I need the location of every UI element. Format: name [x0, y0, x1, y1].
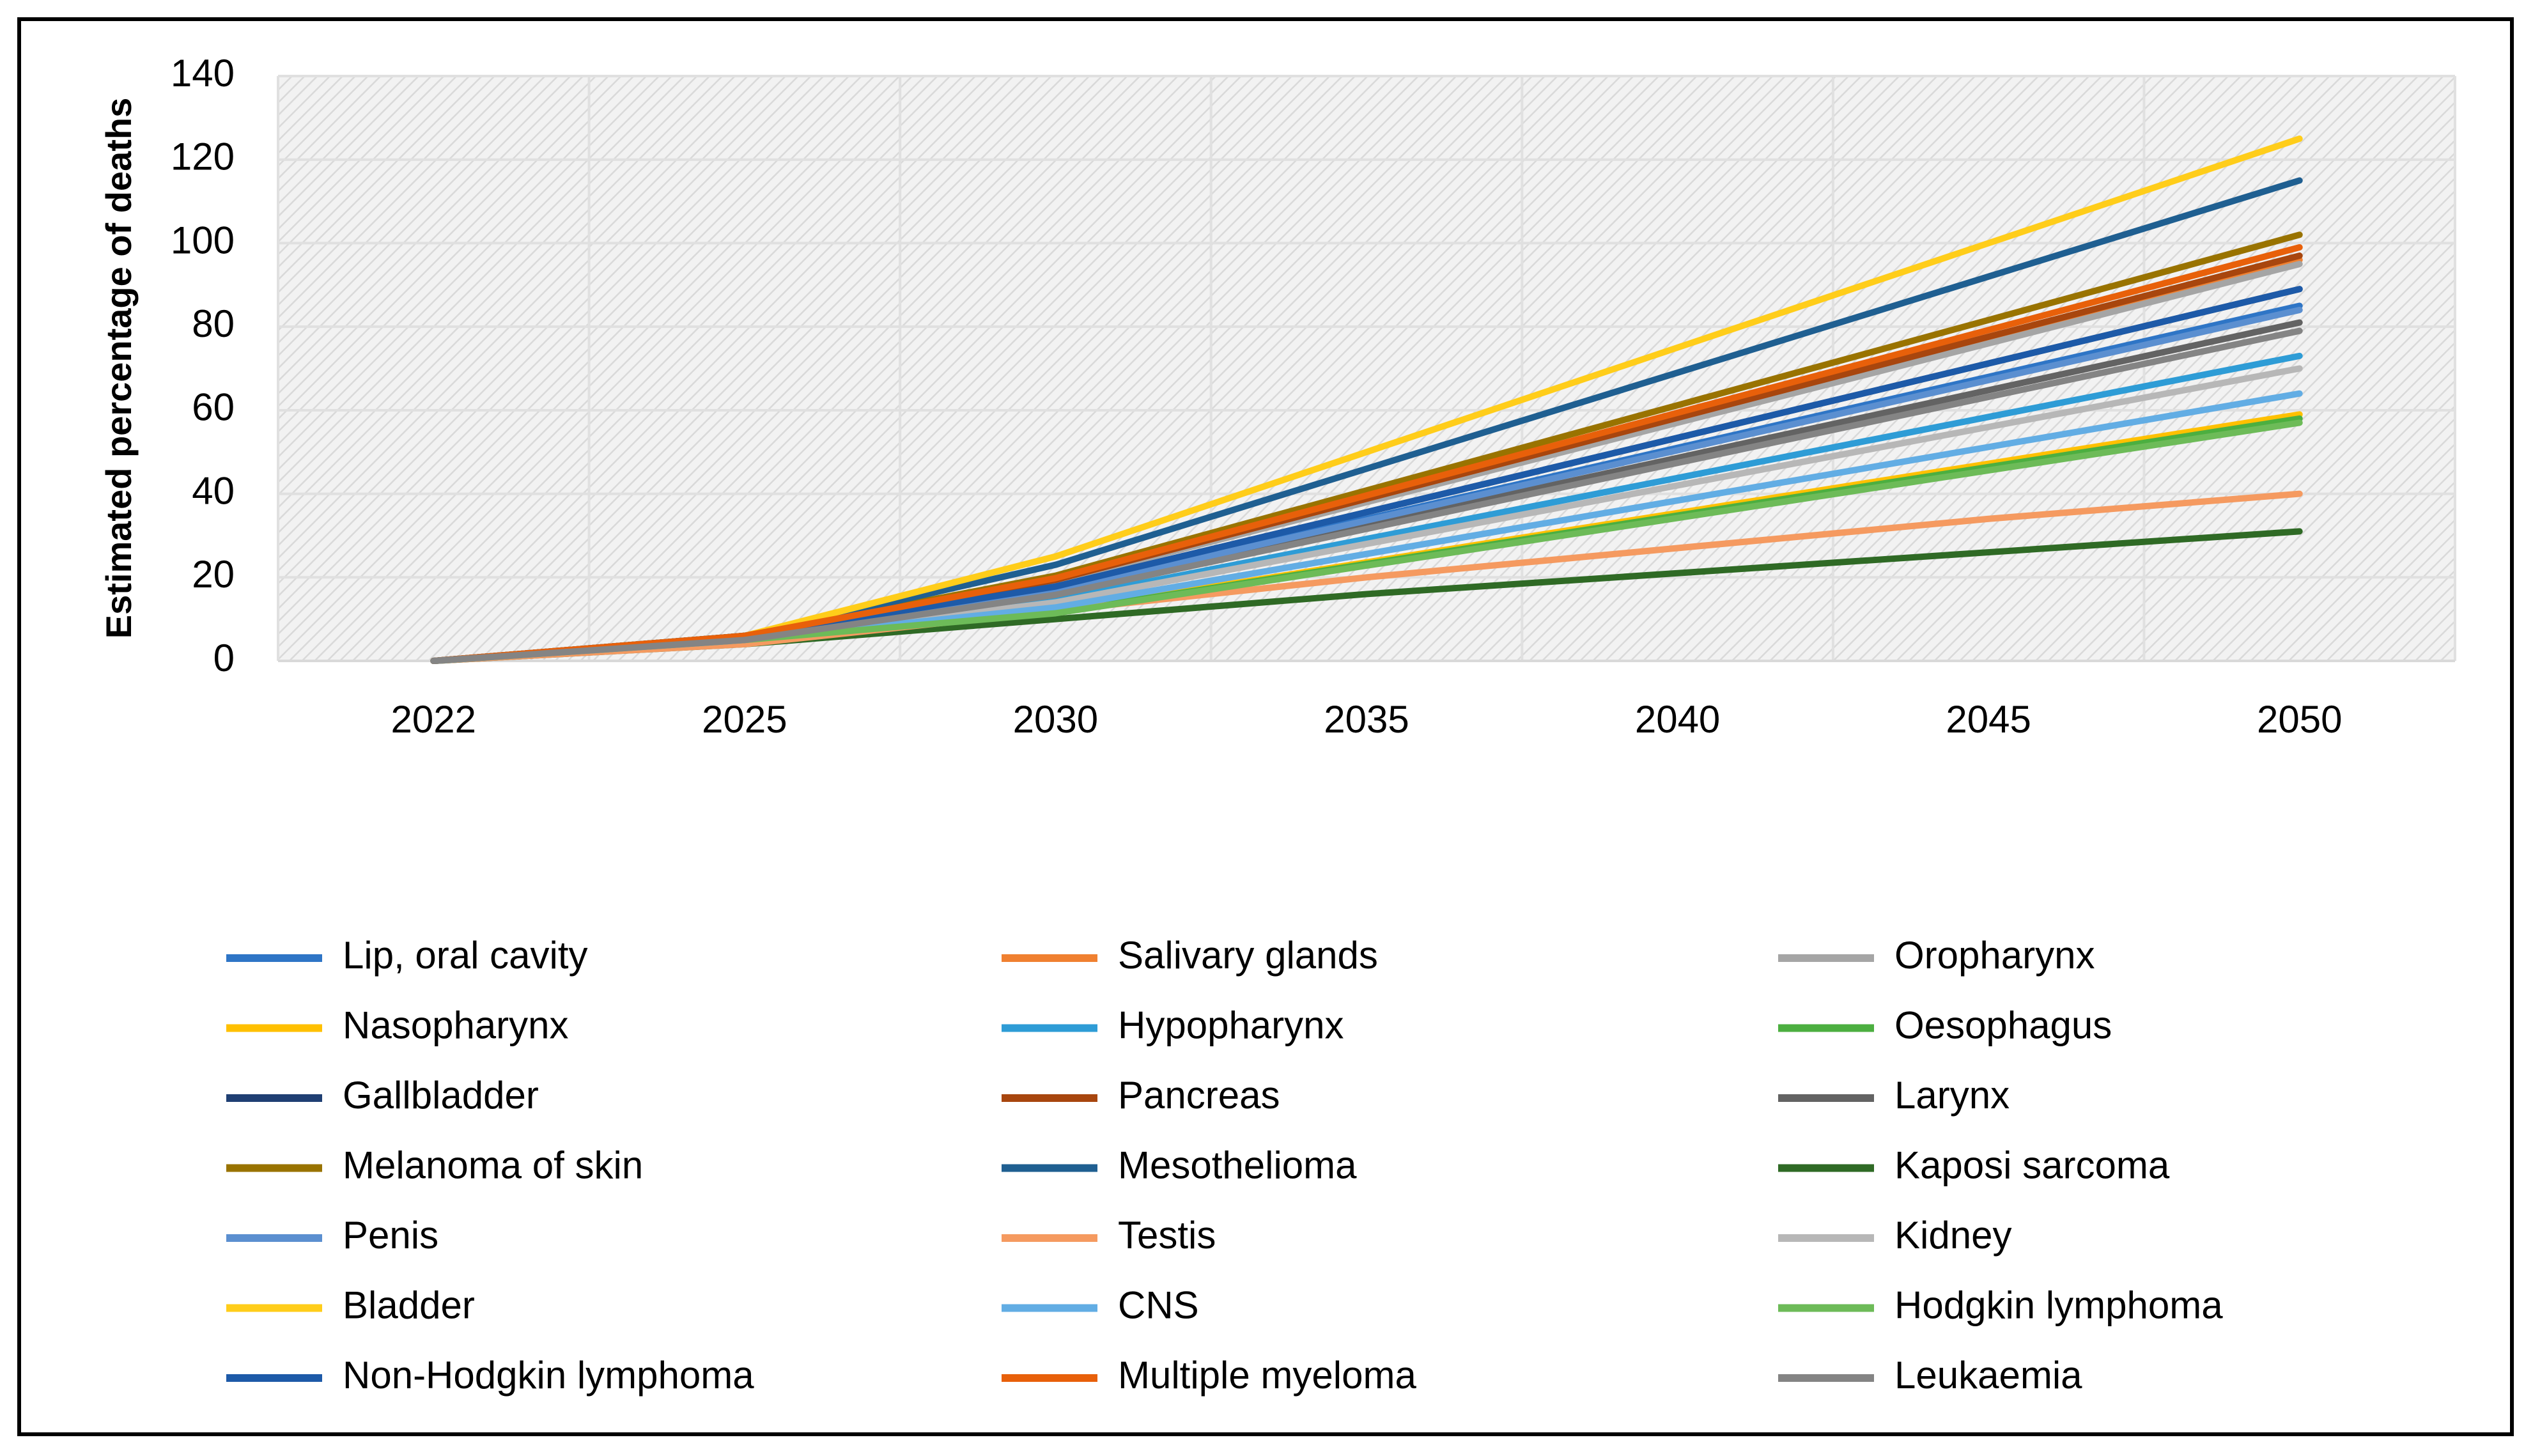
y-tick-label: 60: [192, 386, 235, 429]
x-tick-label: 2025: [702, 698, 787, 741]
legend-label: Bladder: [343, 1283, 475, 1326]
y-tick-label: 140: [171, 52, 235, 95]
x-tick-label: 2045: [1946, 698, 2031, 741]
x-tick-label: 2040: [1635, 698, 1720, 741]
y-tick-label: 20: [192, 553, 235, 596]
series-line: [430, 327, 2303, 664]
y-tick-label: 80: [192, 302, 235, 345]
x-tick-label: 2022: [391, 698, 476, 741]
y-axis-label: Estimated percentage of deaths: [98, 98, 139, 639]
y-tick-label: 100: [171, 219, 235, 261]
legend-label: Gallbladder: [343, 1074, 539, 1117]
x-tick-label: 2030: [1013, 698, 1098, 741]
series-line: [430, 244, 2303, 664]
series-line: [430, 490, 2303, 664]
legend-label: Oropharynx: [1894, 934, 2095, 977]
legend-label: Larynx: [1894, 1074, 2010, 1117]
y-tick-label: 0: [213, 637, 235, 679]
legend-label: Hodgkin lymphoma: [1894, 1283, 2223, 1326]
legend-label: Testis: [1118, 1214, 1216, 1257]
legend-label: Oesophagus: [1894, 1003, 2112, 1046]
legend-label: Lip, oral cavity: [343, 934, 588, 977]
legend-label: Melanoma of skin: [343, 1143, 643, 1186]
x-tick-label: 2050: [2257, 698, 2342, 741]
legend-label: Non-Hodgkin lymphoma: [343, 1354, 754, 1397]
y-tick-label: 120: [171, 136, 235, 178]
legend-label: Pancreas: [1118, 1074, 1280, 1117]
legend-label: Penis: [343, 1214, 438, 1257]
legend-label: Kaposi sarcoma: [1894, 1143, 2170, 1186]
legend-label: Nasopharynx: [343, 1003, 569, 1046]
legend-label: Salivary glands: [1118, 934, 1378, 977]
legend-label: Multiple myeloma: [1118, 1354, 1416, 1397]
legend-label: CNS: [1118, 1283, 1199, 1326]
legend-label: Leukaemia: [1894, 1354, 2082, 1397]
legend-label: Mesothelioma: [1118, 1143, 1357, 1186]
legend-label: Hypopharynx: [1118, 1003, 1344, 1046]
legend-label: Kidney: [1894, 1214, 2011, 1257]
x-tick-label: 2035: [1324, 698, 1409, 741]
y-tick-label: 40: [192, 469, 235, 512]
